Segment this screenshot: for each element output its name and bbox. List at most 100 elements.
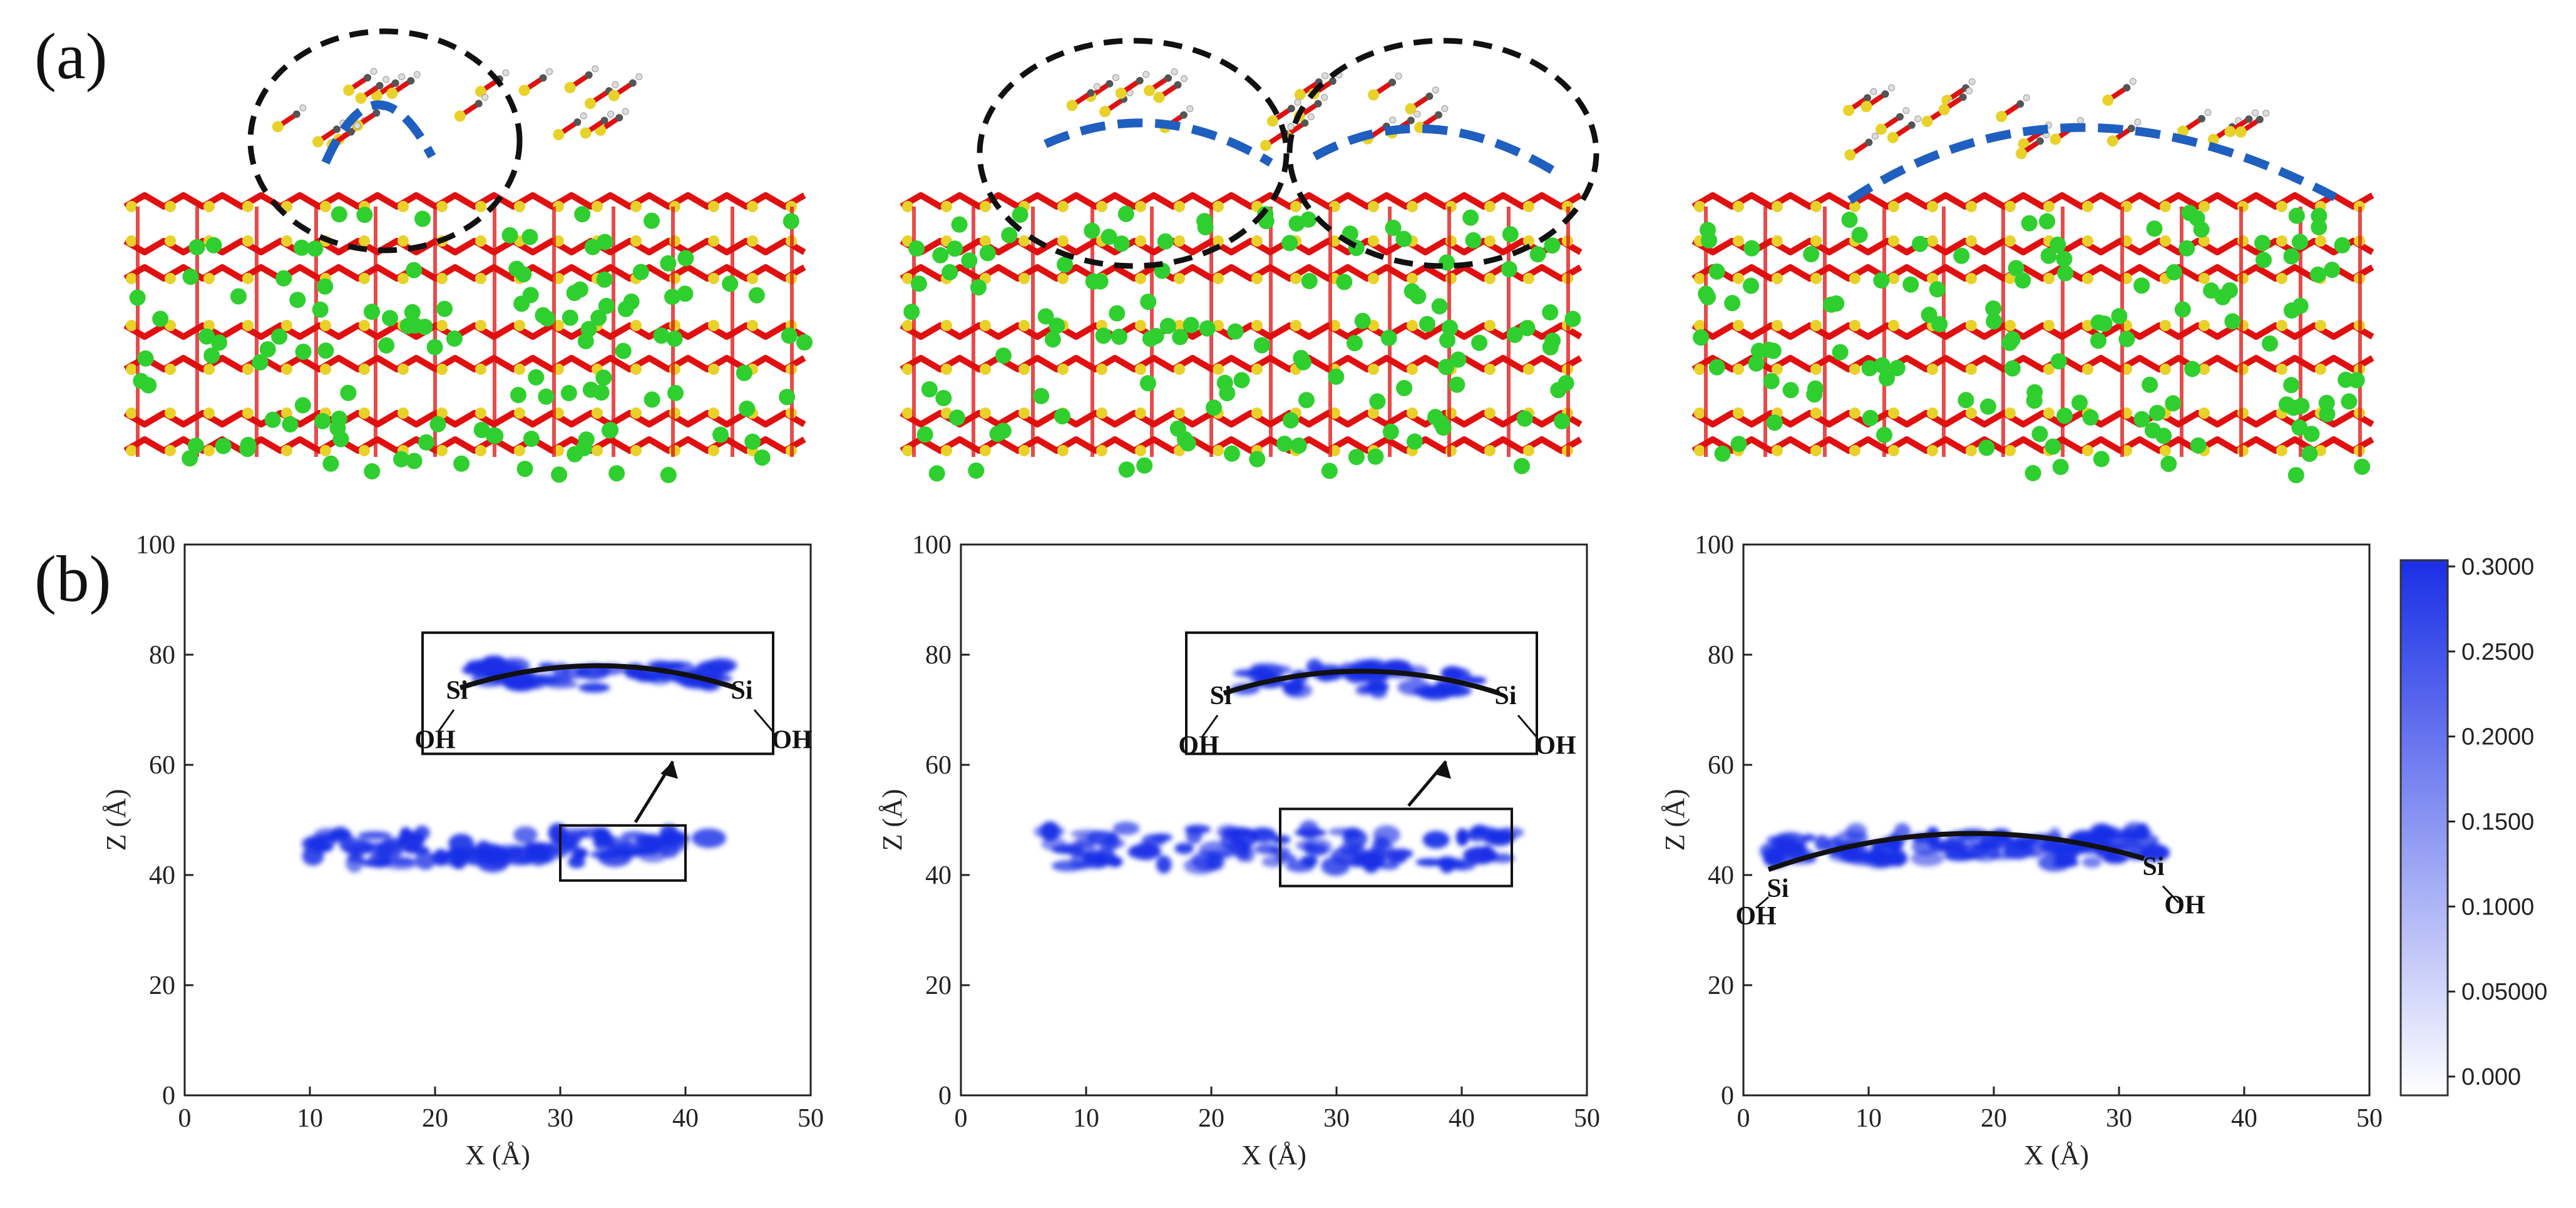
calcium-ion — [522, 287, 539, 304]
silicon-atom — [1174, 407, 1185, 419]
calcium-ion — [1743, 277, 1759, 294]
silicon-atom — [630, 201, 642, 212]
hydrogen-atom — [1321, 72, 1329, 79]
calcium-ion — [781, 327, 798, 344]
silicon-atom — [2082, 445, 2093, 456]
density-blob — [402, 831, 419, 842]
x-axis-label: X (Å) — [1241, 1140, 1306, 1170]
calcium-ion — [1109, 305, 1126, 322]
calcium-ion — [340, 384, 357, 401]
calcium-ion — [1450, 351, 1467, 368]
calcium-ion — [2133, 411, 2150, 427]
calcium-ion — [1435, 419, 1452, 436]
density-blob — [617, 849, 644, 857]
y-tick-label: 0 — [1721, 1082, 1734, 1110]
silicon-atom — [126, 445, 137, 456]
calcium-ion — [995, 347, 1012, 364]
methyl-carbon — [1164, 74, 1173, 82]
hydrogen-atom — [299, 104, 307, 111]
density-map-1: 0 10 20 30 40 50 0 20 40 60 80 100 X (Å) Z (Å) Si OH Si O… — [101, 531, 824, 1170]
hydrogen-atom — [1180, 75, 1188, 83]
calcium-ion — [935, 390, 952, 406]
silicon-atom — [1888, 201, 1899, 212]
calcium-ion — [393, 451, 409, 468]
calcium-ion — [2118, 330, 2135, 347]
silicon-atom — [630, 320, 642, 331]
silane-si-atom — [1066, 100, 1078, 111]
calcium-ion — [1554, 413, 1571, 429]
y-tick-label: 100 — [912, 531, 952, 560]
hydrogen-atom — [2129, 78, 2137, 85]
hydrogen-atom — [382, 76, 390, 83]
silicon-atom — [281, 445, 292, 456]
hydrogen-atom — [622, 108, 629, 115]
calcium-ion — [2254, 235, 2271, 252]
calcium-ion — [1714, 445, 1731, 462]
calcium-ion — [2319, 406, 2336, 422]
methyl-carbon — [292, 110, 300, 118]
calcium-ion — [539, 310, 555, 327]
calcium-ion — [282, 416, 299, 433]
x-tick-label: 0 — [955, 1104, 968, 1133]
methyl-carbon — [1407, 116, 1415, 125]
silane-si-atom — [580, 127, 592, 139]
silicon-atom — [165, 273, 176, 284]
silicon-atom — [281, 235, 292, 247]
calcium-ion — [1233, 372, 1250, 389]
calcium-ion — [1380, 330, 1397, 346]
methyl-carbon — [615, 114, 623, 122]
silicon-atom — [980, 320, 991, 331]
calcium-ion — [2341, 393, 2358, 410]
calcium-ion — [487, 427, 504, 444]
density-blob — [2120, 827, 2152, 837]
hydrogen-atom — [546, 68, 553, 75]
silicon-atom — [1057, 364, 1069, 375]
calcium-ion — [2181, 205, 2198, 222]
calcium-ion — [364, 463, 381, 479]
bond-line — [1755, 896, 1769, 909]
silicon-atom — [902, 407, 913, 419]
silicon-atom — [165, 364, 176, 375]
methyl-carbon — [1314, 100, 1322, 108]
silicate-chain — [123, 192, 806, 210]
silicon-atom — [630, 407, 642, 419]
calcium-ion — [1044, 331, 1061, 348]
density-blob — [391, 856, 415, 866]
silicate-chain — [1691, 322, 2374, 340]
silicon-atom — [1966, 320, 1977, 331]
density-blob — [1366, 682, 1389, 693]
highlight-circle — [247, 28, 523, 253]
silicate-chain — [900, 192, 1583, 210]
density-blob — [1156, 855, 1172, 874]
zoom-arrow-head — [660, 761, 678, 779]
calcium-ion — [2093, 451, 2110, 468]
calcium-ion — [1439, 332, 1455, 349]
silicon-atom — [398, 364, 409, 375]
calcium-ion — [1395, 230, 1412, 247]
calcium-ion — [2008, 260, 2024, 277]
density-blob — [1303, 838, 1332, 856]
calcium-ion — [2278, 396, 2295, 413]
density-blob — [443, 854, 461, 866]
y-tick-label: 20 — [1708, 971, 1734, 1000]
calcium-ion — [294, 239, 310, 256]
calcium-ion — [572, 281, 588, 298]
calcium-ion — [1542, 339, 1559, 356]
calcium-ion — [1529, 246, 1546, 263]
calcium-ion — [590, 309, 607, 326]
silicon-atom — [902, 445, 913, 456]
methyl-carbon — [1907, 121, 1916, 129]
calcium-ion — [551, 466, 568, 483]
silicon-atom — [1810, 364, 1822, 375]
calcium-ion — [1700, 222, 1716, 238]
calcium-ion — [2291, 419, 2308, 436]
calcium-ion — [198, 328, 215, 345]
silicon-atom — [630, 364, 642, 375]
hydrogen-atom — [1902, 107, 1910, 115]
calcium-ion — [2283, 377, 2300, 394]
silane-si-atom — [355, 92, 367, 104]
silicon-atom — [1927, 201, 1938, 212]
calcium-ion — [528, 369, 545, 386]
density-blob — [1294, 828, 1326, 837]
calcium-ion — [1136, 457, 1153, 474]
